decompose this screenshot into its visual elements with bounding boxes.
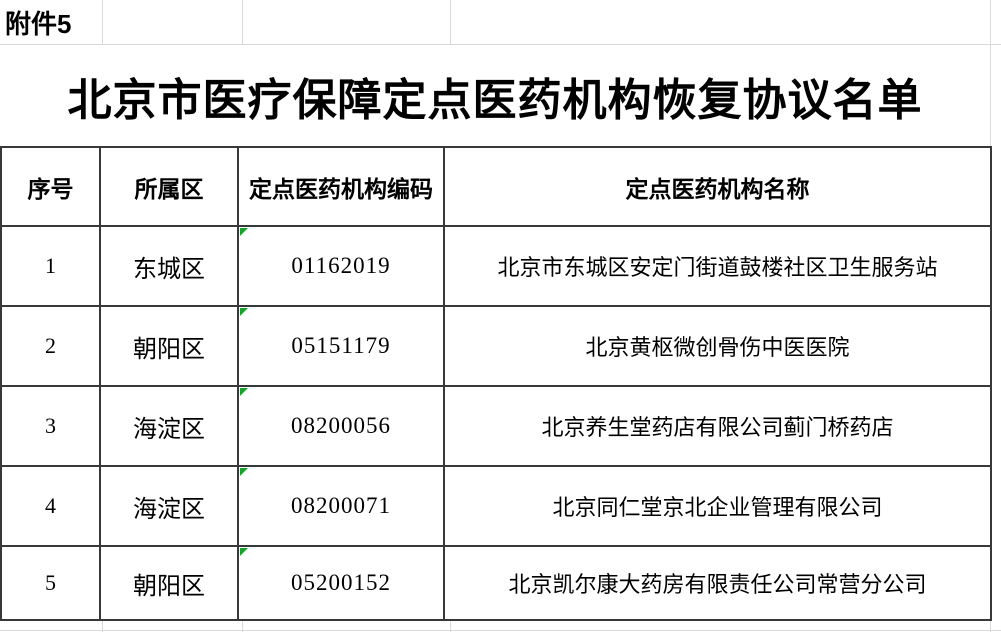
cell-no[interactable]: 5: [0, 545, 101, 621]
cell-code-value: 01162019: [291, 253, 391, 278]
attachment-label-cell[interactable]: 附件5: [0, 0, 101, 44]
cell-code-value: 05151179: [291, 333, 391, 358]
cell-name[interactable]: 北京凯尔康大药房有限责任公司常营分公司: [443, 545, 992, 621]
cell-code-value: 08200056: [291, 413, 391, 438]
cell-no[interactable]: 4: [0, 465, 101, 547]
column-header-district[interactable]: 所属区: [99, 146, 239, 227]
cell-code[interactable]: 08200071: [237, 465, 445, 547]
cell-district[interactable]: 海淀区: [99, 385, 239, 467]
cell-name[interactable]: 北京养生堂药店有限公司蓟门桥药店: [443, 385, 992, 467]
header-row: 序号 所属区 定点医药机构编码 定点医药机构名称: [0, 146, 992, 227]
cell-district[interactable]: 朝阳区: [99, 305, 239, 387]
table-row: 4 海淀区 08200071 北京同仁堂京北企业管理有限公司: [0, 465, 992, 547]
attachment-label: 附件5: [5, 8, 72, 39]
column-header-code[interactable]: 定点医药机构编码: [237, 146, 445, 227]
gridline-vertical: [242, 0, 243, 45]
institutions-table: 序号 所属区 定点医药机构编码 定点医药机构名称 1 东城区 01162019 北京市东城区…: [0, 146, 992, 621]
text-format-indicator-icon: [240, 468, 248, 476]
text-format-indicator-icon: [240, 548, 248, 556]
table-row: 2 朝阳区 05151179 北京黄枢微创骨伤中医医院: [0, 305, 992, 387]
table-row: 1 东城区 01162019 北京市东城区安定门街道鼓楼社区卫生服务站: [0, 225, 992, 307]
cell-district[interactable]: 东城区: [99, 225, 239, 307]
cell-no[interactable]: 2: [0, 305, 101, 387]
gridline-horizontal-top: [0, 44, 1001, 45]
cell-name[interactable]: 北京市东城区安定门街道鼓楼社区卫生服务站: [443, 225, 992, 307]
table-title: 北京市医疗保障定点医药机构恢复协议名单: [67, 75, 923, 125]
cell-code-value: 05200152: [291, 570, 391, 595]
cell-district[interactable]: 朝阳区: [99, 545, 239, 621]
text-format-indicator-icon: [240, 388, 248, 396]
cell-no[interactable]: 1: [0, 225, 101, 307]
table-row: 3 海淀区 08200056 北京养生堂药店有限公司蓟门桥药店: [0, 385, 992, 467]
table-row: 5 朝阳区 05200152 北京凯尔康大药房有限责任公司常营分公司: [0, 545, 992, 621]
cell-code[interactable]: 05151179: [237, 305, 445, 387]
gridline-vertical: [102, 621, 103, 632]
gridline-vertical: [242, 621, 243, 632]
cell-name[interactable]: 北京同仁堂京北企业管理有限公司: [443, 465, 992, 547]
cell-code[interactable]: 01162019: [237, 225, 445, 307]
table-title-cell[interactable]: 北京市医疗保障定点医药机构恢复协议名单: [0, 45, 990, 146]
gridline-vertical: [450, 621, 451, 632]
gridline-vertical-right: [990, 0, 991, 146]
gridline-vertical: [102, 0, 103, 45]
cell-no[interactable]: 3: [0, 385, 101, 467]
cell-code[interactable]: 08200056: [237, 385, 445, 467]
gridline-horizontal-bottom: [0, 630, 1001, 631]
gridline-vertical: [990, 621, 991, 632]
column-header-no[interactable]: 序号: [0, 146, 101, 227]
gridline-vertical: [450, 0, 451, 45]
column-header-name[interactable]: 定点医药机构名称: [443, 146, 992, 227]
cell-code[interactable]: 05200152: [237, 545, 445, 621]
cell-district[interactable]: 海淀区: [99, 465, 239, 547]
text-format-indicator-icon: [240, 228, 248, 236]
text-format-indicator-icon: [240, 308, 248, 316]
cell-name[interactable]: 北京黄枢微创骨伤中医医院: [443, 305, 992, 387]
cell-code-value: 08200071: [291, 493, 391, 518]
